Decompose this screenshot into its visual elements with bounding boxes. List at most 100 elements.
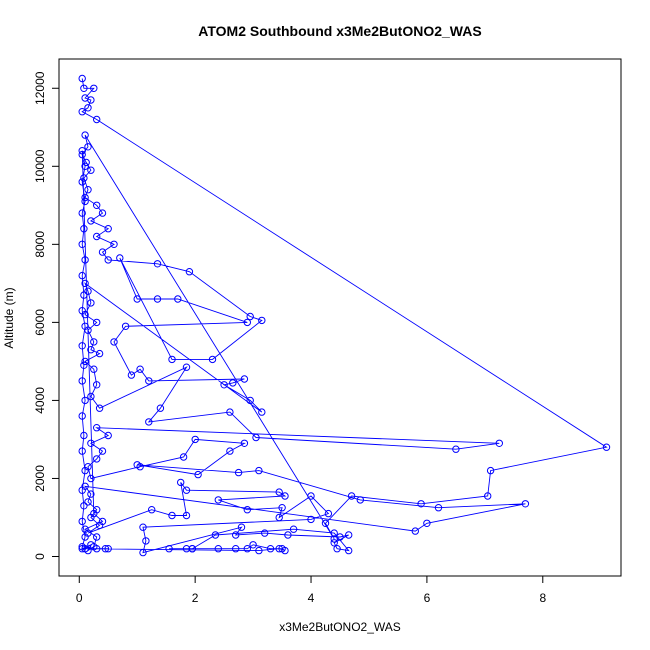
y-axis-label: Altitude (m) bbox=[2, 287, 16, 348]
data-point bbox=[417, 500, 425, 508]
data-point bbox=[156, 404, 165, 412]
data-point bbox=[78, 108, 86, 116]
data-point bbox=[220, 381, 228, 389]
data-point bbox=[110, 338, 118, 346]
data-point bbox=[214, 545, 223, 553]
data-point bbox=[168, 511, 176, 520]
y-tick-label: 10000 bbox=[33, 149, 47, 183]
data-point bbox=[179, 453, 188, 461]
data-point bbox=[90, 365, 98, 373]
y-tick-label: 4000 bbox=[33, 387, 47, 414]
data-point bbox=[289, 525, 298, 533]
chart-title: ATOM2 Southbound x3Me2ButONO2_WAS bbox=[198, 23, 481, 39]
data-point bbox=[255, 466, 263, 475]
data-point bbox=[153, 260, 162, 268]
data-point bbox=[182, 486, 191, 494]
data-point bbox=[95, 349, 104, 358]
data-point bbox=[93, 533, 101, 541]
data-point bbox=[226, 408, 234, 416]
data-point bbox=[81, 322, 89, 330]
y-tick-label: 12000 bbox=[33, 71, 47, 105]
data-point bbox=[81, 279, 89, 288]
x-tick-label: 4 bbox=[308, 591, 315, 605]
data-point bbox=[232, 545, 240, 553]
data-point bbox=[330, 539, 338, 547]
data-point bbox=[321, 519, 330, 527]
data-point bbox=[347, 492, 356, 500]
data-point bbox=[243, 545, 252, 553]
data-point bbox=[80, 174, 88, 182]
data-point bbox=[93, 232, 101, 241]
data-point bbox=[80, 225, 88, 233]
data-point bbox=[110, 240, 118, 249]
data-point bbox=[275, 545, 283, 553]
y-axis: 0 2000 4000 6000 8000 10000 12000 bbox=[33, 71, 60, 560]
data-point bbox=[521, 500, 530, 508]
data-point bbox=[243, 506, 252, 514]
data-point bbox=[78, 517, 86, 526]
data-point bbox=[142, 537, 150, 545]
data-point bbox=[78, 74, 86, 83]
data-point bbox=[452, 445, 460, 453]
data-point bbox=[84, 104, 92, 112]
data-point bbox=[104, 545, 112, 553]
data-point bbox=[266, 545, 275, 553]
data-point bbox=[423, 519, 431, 527]
y-tick-label: 8000 bbox=[33, 231, 47, 258]
data-point bbox=[78, 342, 86, 350]
data-point bbox=[252, 433, 260, 442]
data-point bbox=[78, 486, 86, 494]
data-point bbox=[98, 248, 107, 256]
data-point bbox=[93, 201, 101, 210]
data-point bbox=[87, 299, 95, 307]
data-point bbox=[258, 408, 266, 416]
data-point bbox=[87, 217, 95, 225]
data-point bbox=[81, 525, 89, 533]
data-point bbox=[81, 193, 89, 202]
data-point bbox=[78, 412, 86, 420]
data-point bbox=[185, 268, 194, 276]
data-point bbox=[93, 381, 101, 389]
data-point bbox=[237, 523, 246, 531]
data-point bbox=[275, 488, 283, 496]
data-point bbox=[93, 424, 101, 432]
data-point bbox=[136, 365, 144, 373]
data-point bbox=[281, 492, 289, 500]
series-line bbox=[81, 78, 608, 554]
data-point bbox=[80, 431, 88, 440]
data-point bbox=[177, 478, 185, 487]
y-tick-label: 0 bbox=[33, 553, 47, 560]
data-point bbox=[139, 523, 147, 531]
data-point bbox=[278, 504, 286, 512]
data-point bbox=[104, 225, 112, 233]
data-point bbox=[98, 447, 107, 455]
data-point bbox=[333, 545, 341, 553]
data-point bbox=[78, 178, 86, 186]
data-point bbox=[168, 355, 176, 364]
data-point bbox=[148, 506, 156, 514]
data-point bbox=[145, 377, 153, 385]
data-point bbox=[84, 498, 92, 506]
data-point bbox=[90, 543, 98, 551]
data-point bbox=[234, 468, 243, 477]
data-point bbox=[78, 147, 86, 155]
x-tick-label: 0 bbox=[76, 591, 83, 605]
data-point bbox=[90, 338, 98, 346]
y-tick-label: 6000 bbox=[33, 309, 47, 336]
data-point bbox=[81, 396, 89, 405]
data-point bbox=[330, 529, 338, 537]
data-point bbox=[188, 545, 197, 553]
data-point bbox=[484, 492, 492, 500]
data-point bbox=[78, 240, 86, 249]
data-point bbox=[345, 546, 353, 555]
data-point bbox=[261, 529, 269, 537]
data-point bbox=[127, 371, 136, 379]
data-point bbox=[249, 541, 257, 549]
data-point bbox=[87, 439, 95, 447]
data-point bbox=[95, 404, 104, 412]
data-point bbox=[104, 431, 112, 440]
data-point bbox=[98, 517, 107, 526]
data-point bbox=[101, 545, 110, 553]
data-point bbox=[211, 531, 220, 539]
